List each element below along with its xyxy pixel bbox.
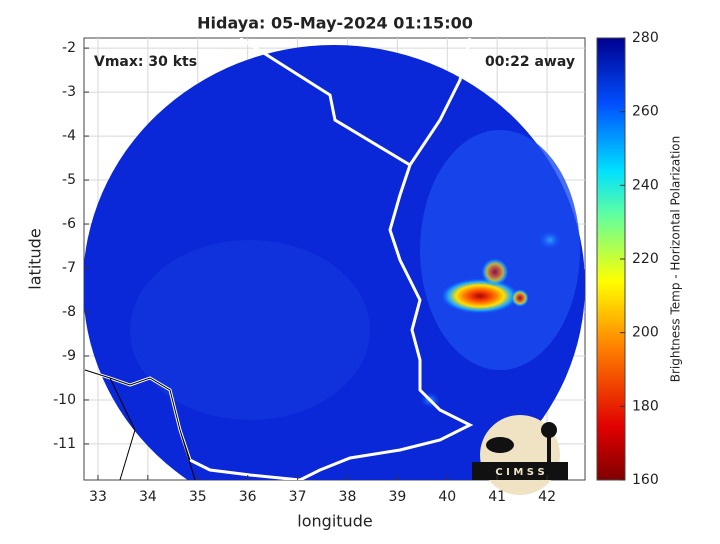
- x-tick-label: 34: [139, 489, 157, 505]
- colorbar-tick-label: 180: [632, 398, 659, 414]
- colorbar-tick-label: 240: [632, 177, 659, 193]
- x-tick-label: 36: [239, 489, 257, 505]
- x-tick-label: 38: [339, 489, 357, 505]
- y-axis-label: latitude: [26, 228, 45, 289]
- y-tick-label: -4: [62, 128, 76, 144]
- colorbar-label: Brightness Temp - Horizontal Polarizatio…: [669, 136, 683, 383]
- colorbar-tick-label: 280: [632, 30, 659, 46]
- y-tick-label: -5: [62, 172, 76, 188]
- x-tick-label: 41: [488, 489, 506, 505]
- colorbar-tick-label: 200: [632, 325, 659, 341]
- colorbar-tick-label: 160: [632, 472, 659, 488]
- eta-label: 00:22 away: [485, 54, 575, 70]
- x-tick-label: 33: [89, 489, 107, 505]
- swath: [84, 38, 585, 480]
- vmax-label: Vmax: 30 kts: [94, 54, 197, 70]
- y-tick-label: -10: [53, 392, 76, 408]
- colorbar-tick-label: 260: [632, 104, 659, 120]
- y-tick-label: -11: [53, 436, 76, 452]
- colorbar-tick-label: 220: [632, 251, 659, 267]
- y-tick-label: -2: [62, 40, 76, 56]
- y-tick-label: -8: [62, 304, 76, 320]
- x-tick-label: 40: [438, 489, 456, 505]
- y-tick-label: -9: [62, 348, 76, 364]
- logo-text: C I M S S: [495, 467, 544, 478]
- x-axis-label: longitude: [297, 512, 372, 531]
- x-tick-label: 35: [189, 489, 207, 505]
- x-tick-label: 42: [538, 489, 556, 505]
- x-tick-label: 39: [388, 489, 406, 505]
- map-title: Hidaya: 05-May-2024 01:15:00: [197, 14, 473, 33]
- y-tick-label: -7: [62, 260, 76, 276]
- y-tick-label: -6: [62, 216, 76, 232]
- x-tick-label: 37: [289, 489, 307, 505]
- logo: C I M S S: [472, 415, 568, 495]
- y-tick-label: -3: [62, 84, 76, 100]
